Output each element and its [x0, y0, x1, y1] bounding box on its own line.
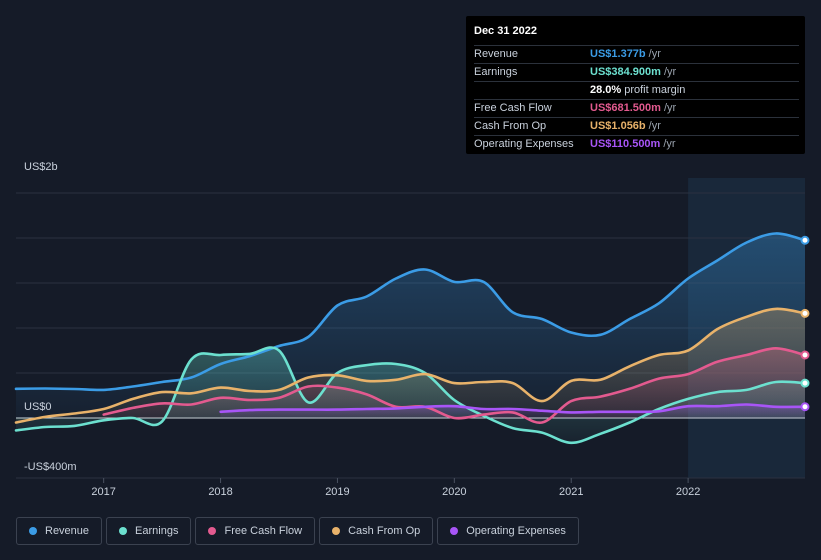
x-tick-label: 2017	[91, 486, 115, 498]
data-tooltip: Dec 31 2022 Revenue US$1.377b/yr Earnings U…	[466, 16, 805, 154]
tooltip-row-label: Revenue	[474, 48, 519, 60]
tooltip-row-label	[474, 82, 590, 99]
tooltip-row-label: Cash From Op	[474, 120, 547, 132]
revenue-end-marker	[800, 235, 810, 245]
tooltip-row-value: US$681.500m	[590, 102, 661, 114]
tooltip-row-unit: /yr	[648, 120, 661, 132]
free-cash-flow-line	[102, 346, 807, 424]
tooltip-row: Cash From Op US$1.056b/yr	[474, 117, 799, 135]
earnings-line	[14, 346, 807, 445]
x-tick-label: 2018	[208, 486, 232, 498]
tooltip-row: Earnings US$384.900m/yr	[474, 63, 799, 81]
tooltip-row-label: Free Cash Flow	[474, 102, 552, 114]
tooltip-row-unit: /yr	[663, 138, 676, 150]
tooltip-row-label: Earnings	[474, 66, 518, 78]
y-axis-label: US$0	[24, 401, 52, 413]
revenue-line	[14, 232, 807, 392]
tooltip-row-value: US$384.900m	[590, 66, 661, 78]
line-chart: US$2b US$0 -US$400m 2017 2018 2019 2020 2021 202…	[14, 161, 810, 498]
legend-item-earnings[interactable]: Earnings	[106, 517, 192, 545]
tooltip-row: Revenue US$1.377b/yr	[474, 45, 799, 63]
tooltip-row-unit: /yr	[663, 66, 677, 78]
tooltip-row-value: US$1.056b	[590, 120, 646, 132]
y-axis-label: -US$400m	[24, 461, 77, 473]
x-tick-label: 2021	[559, 486, 583, 498]
chart-legend: Revenue Earnings Free Cash Flow Cash From O…	[16, 517, 579, 545]
x-tick-label: 2022	[676, 486, 700, 498]
legend-dot-icon	[119, 527, 128, 535]
operating-expenses-end-marker	[800, 402, 810, 412]
y-axis-label: US$2b	[24, 161, 58, 173]
tooltip-row: 28.0% profit margin	[474, 81, 799, 99]
legend-item-free-cash-flow[interactable]: Free Cash Flow	[195, 517, 316, 545]
legend-label: Earnings	[135, 525, 179, 537]
tooltip-row-unit: /yr	[648, 48, 661, 60]
tooltip-row-unit: profit margin	[624, 84, 686, 96]
legend-label: Free Cash Flow	[224, 525, 303, 537]
legend-label: Revenue	[45, 525, 90, 537]
tooltip-row-value: US$1.377b	[590, 48, 646, 60]
free-cash-flow-end-marker	[800, 350, 810, 360]
x-tick-label: 2020	[442, 486, 466, 498]
tooltip-row-value: 28.0%	[590, 84, 622, 96]
cash-from-op-line	[14, 307, 807, 424]
tooltip-row-value: US$110.500m	[590, 138, 661, 150]
tooltip-row: Operating Expenses US$110.500m/yr	[474, 135, 799, 153]
legend-item-revenue[interactable]: Revenue	[16, 517, 103, 545]
legend-dot-icon	[208, 527, 217, 535]
tooltip-date: Dec 31 2022	[474, 25, 537, 37]
legend-dot-icon	[450, 527, 459, 535]
legend-dot-icon	[29, 527, 37, 535]
tooltip-row-unit: /yr	[663, 102, 677, 114]
tooltip-row-label: Operating Expenses	[474, 138, 574, 150]
operating-expenses-line	[219, 403, 807, 414]
legend-dot-icon	[332, 527, 341, 535]
cash-from-op-end-marker	[800, 308, 810, 318]
tooltip-row: Free Cash Flow US$681.500m/yr	[474, 99, 799, 117]
x-tick-label: 2019	[325, 486, 349, 498]
earnings-end-marker	[800, 378, 810, 388]
legend-item-operating-expenses[interactable]: Operating Expenses	[437, 517, 579, 545]
legend-item-cash-from-op[interactable]: Cash From Op	[319, 517, 434, 545]
legend-label: Operating Expenses	[466, 525, 566, 537]
legend-label: Cash From Op	[348, 525, 421, 537]
